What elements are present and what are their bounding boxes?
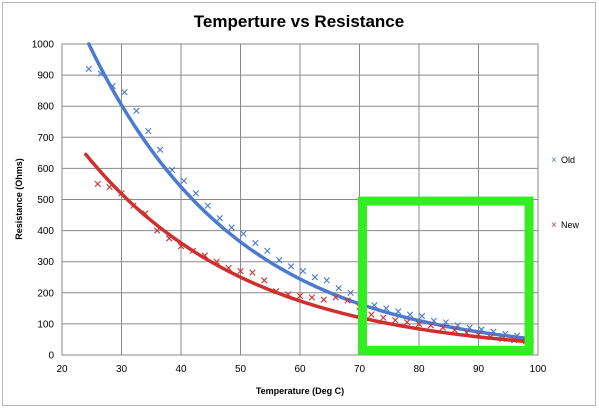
legend: × Old × New: [551, 155, 580, 231]
data-point-new: [94, 180, 101, 188]
x-tick-label: 90: [473, 364, 485, 375]
data-point-old: [311, 274, 319, 281]
data-point-old: [192, 190, 200, 197]
highlight-box: [357, 196, 534, 355]
y-tick-label: 600: [37, 164, 54, 175]
data-point-old: [85, 65, 92, 73]
x-tick-label: 100: [530, 364, 547, 375]
data-point-old: [156, 146, 164, 153]
data-point-new: [403, 319, 411, 326]
legend-label-new: New: [561, 220, 580, 230]
data-point-new: [249, 269, 256, 276]
data-point-new: [261, 277, 268, 284]
x-tick-label: 20: [56, 364, 68, 375]
data-point-old: [228, 224, 235, 231]
x-tick-label: 80: [413, 364, 425, 375]
y-tick-label: 800: [37, 102, 54, 113]
data-point-old: [252, 239, 259, 247]
y-axis-title: Resistance (Ohms): [14, 158, 24, 240]
y-tick-label: 200: [37, 288, 54, 299]
series-layer: [84, 42, 534, 345]
y-tick-label: 300: [37, 257, 54, 268]
data-point-old: [299, 267, 307, 275]
y-tick-label: 700: [37, 133, 54, 144]
annotation-layer: [357, 196, 534, 355]
data-point-new: [320, 296, 327, 303]
data-point-new: [439, 324, 446, 331]
data-point-old: [347, 289, 354, 296]
data-point-old: [133, 107, 140, 115]
data-point-old: [287, 263, 295, 270]
data-point-new: [296, 292, 304, 300]
data-point-old: [145, 127, 152, 135]
data-point-new: [451, 326, 458, 334]
data-point-new: [344, 297, 351, 304]
data-point-old: [216, 214, 223, 222]
y-tick-label: 1000: [32, 40, 55, 51]
chart-title: Temperture vs Resistance: [194, 12, 404, 31]
x-tick-label: 70: [354, 364, 366, 375]
data-point-old: [335, 284, 342, 292]
legend-marker-new: ×: [551, 220, 557, 231]
y-tick-label: 900: [37, 71, 54, 82]
data-point-old: [240, 230, 247, 237]
x-tick-label: 60: [294, 364, 306, 375]
y-tick-label: 400: [37, 226, 54, 237]
data-point-old: [418, 312, 426, 320]
y-tick-label: 0: [48, 351, 54, 362]
data-point-new: [415, 320, 423, 328]
y-tick-label: 500: [37, 195, 54, 206]
x-tick-label: 40: [175, 364, 187, 375]
data-point-new: [308, 294, 316, 301]
data-point-new: [368, 311, 375, 318]
series-new: [84, 152, 534, 345]
data-point-old: [121, 89, 128, 96]
x-axis-title: Temperature (Deg C): [256, 386, 344, 396]
data-point-old: [323, 277, 330, 284]
data-point-old: [275, 256, 283, 264]
data-point-new: [392, 316, 399, 324]
trendline-old: [87, 42, 534, 341]
legend-label-old: Old: [561, 155, 575, 165]
data-point-new: [237, 267, 244, 275]
data-point-new: [427, 322, 435, 329]
x-tick-label: 50: [235, 364, 247, 375]
data-point-old: [204, 202, 211, 209]
data-point-new: [380, 314, 387, 321]
data-point-new: [332, 294, 339, 301]
y-tick-labels: 0 100 200 300 400 500 600 700 800 900 1000: [32, 40, 55, 362]
trendline-new: [84, 152, 534, 344]
series-old: [85, 42, 534, 341]
data-point-old: [180, 177, 188, 185]
data-point-old: [264, 247, 271, 255]
legend-marker-old: ×: [551, 155, 557, 166]
y-tick-label: 100: [37, 319, 54, 330]
x-tick-label: 30: [116, 364, 128, 375]
x-tick-labels: 20 30 40 50 60 70 80 90 100: [56, 364, 546, 375]
